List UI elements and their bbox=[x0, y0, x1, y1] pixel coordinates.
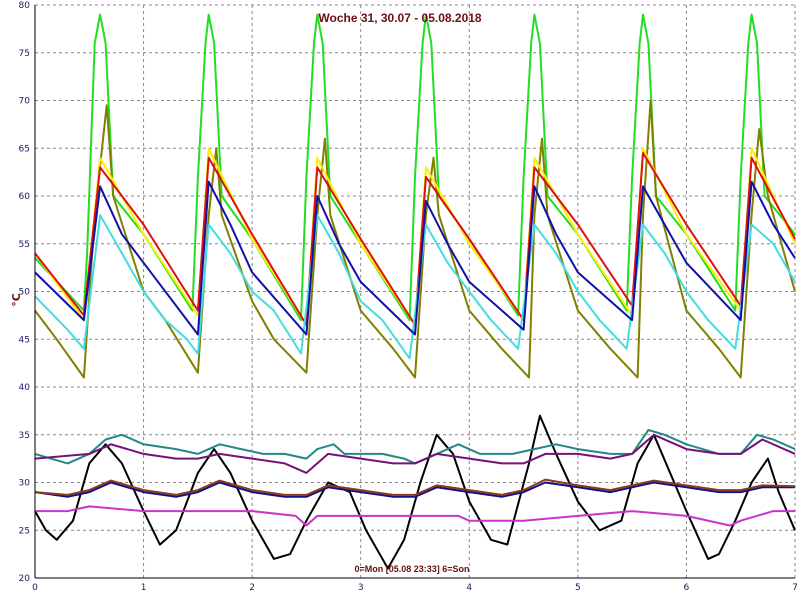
x-axis-label: 0=Mon [05.08 23:33] 6=Son bbox=[354, 564, 469, 574]
y-tick-label: 55 bbox=[19, 240, 30, 250]
y-axis-label: °C bbox=[10, 293, 23, 307]
series-layer bbox=[34, 13, 796, 570]
x-tick-label: 6 bbox=[684, 583, 690, 593]
x-tick-label: 5 bbox=[575, 583, 581, 593]
series-line-11 bbox=[34, 478, 796, 496]
series-line-4 bbox=[34, 214, 796, 360]
chart-title: Woche 31, 30.07 - 05.08.2018 bbox=[318, 11, 482, 25]
x-tick-label: 7 bbox=[792, 583, 798, 593]
x-tick-label: 4 bbox=[466, 583, 472, 593]
y-tick-label: 45 bbox=[19, 335, 30, 345]
x-tick-label: 1 bbox=[141, 583, 147, 593]
y-tick-label: 50 bbox=[19, 288, 31, 298]
series-line-8 bbox=[34, 429, 796, 465]
y-tick-label: 80 bbox=[19, 1, 31, 11]
series-line-3 bbox=[34, 152, 796, 326]
y-tick-label: 35 bbox=[19, 431, 30, 441]
series-line-5 bbox=[34, 180, 796, 336]
x-tick-label: 2 bbox=[249, 583, 255, 593]
x-tick-label: 0 bbox=[32, 583, 38, 593]
y-tick-label: 40 bbox=[19, 383, 31, 393]
y-tick-label: 20 bbox=[19, 574, 31, 584]
series-line-10 bbox=[34, 481, 795, 498]
y-tick-label: 75 bbox=[19, 49, 30, 59]
y-tick-label: 60 bbox=[19, 192, 31, 202]
series-line-6 bbox=[34, 414, 796, 570]
y-tick-label: 25 bbox=[19, 526, 30, 536]
y-tick-label: 70 bbox=[19, 97, 31, 107]
series-line-9 bbox=[34, 433, 796, 474]
grid bbox=[35, 4, 796, 578]
y-tick-label: 65 bbox=[19, 144, 30, 154]
series-line-7 bbox=[35, 505, 795, 527]
y-tick-label: 30 bbox=[19, 479, 31, 489]
x-tick-label: 3 bbox=[358, 583, 364, 593]
